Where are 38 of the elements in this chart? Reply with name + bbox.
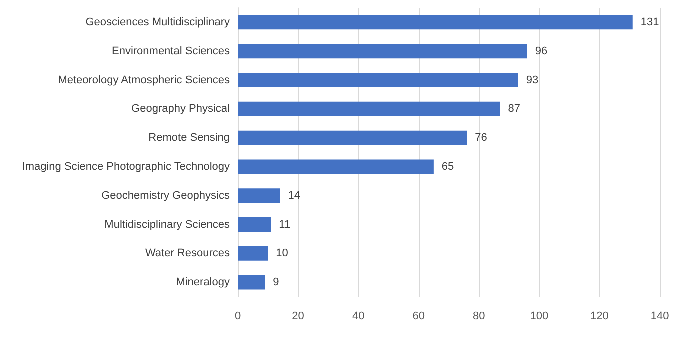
y-tick-label: Geochemistry Geophysics	[102, 190, 230, 202]
data-label: 14	[288, 190, 300, 202]
y-tick-label: Water Resources	[145, 248, 230, 260]
y-tick-label: Imaging Science Photographic Technology	[22, 160, 230, 173]
x-tick-label: 40	[352, 310, 365, 322]
bar	[238, 15, 633, 30]
data-label: 93	[526, 74, 539, 86]
bar	[238, 275, 266, 290]
bar	[238, 73, 518, 88]
bar	[238, 44, 528, 59]
x-tick-label: 20	[292, 310, 304, 322]
bar	[238, 188, 280, 204]
y-tick-label: Multidisciplinary Sciences	[104, 218, 230, 231]
y-tick-label: Geosciences Multidisciplinary	[86, 16, 230, 28]
bar	[238, 160, 434, 174]
data-label: 96	[535, 45, 548, 58]
x-tick-label: 100	[530, 310, 549, 322]
data-label: 76	[475, 132, 488, 144]
data-label: 9	[273, 276, 280, 289]
bar	[238, 218, 272, 232]
bar	[238, 130, 468, 146]
x-tick-label: 80	[473, 310, 486, 322]
data-label: 65	[442, 160, 454, 173]
y-tick-label: Geography Physical	[132, 103, 230, 116]
bar	[238, 102, 500, 116]
x-tick-label: 60	[412, 310, 425, 322]
bar	[238, 246, 268, 261]
y-tick-label: Remote Sensing	[148, 132, 230, 144]
y-tick-label: Environmental Sciences	[112, 45, 230, 58]
x-tick-label: 0	[234, 310, 242, 322]
data-label: 87	[508, 103, 520, 116]
x-tick-label: 140	[650, 310, 670, 322]
y-tick-label: Mineralogy	[176, 276, 230, 289]
y-tick-label: Meteorology Atmospheric Sciences	[58, 74, 230, 86]
x-tick-label: 120	[590, 310, 609, 322]
data-label: 10	[276, 248, 288, 260]
data-label: 11	[279, 218, 291, 231]
data-label: 131	[640, 16, 660, 28]
